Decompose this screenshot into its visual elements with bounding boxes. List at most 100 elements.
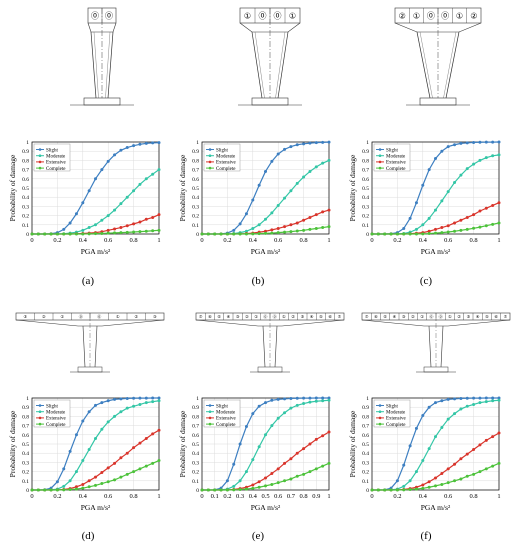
data-point-slight xyxy=(68,221,72,225)
data-point-extensive xyxy=(453,221,457,225)
data-point-complete xyxy=(289,477,293,481)
data-point-extensive xyxy=(257,480,261,484)
data-point-moderate xyxy=(81,228,85,232)
x-tick-label: 0.6 xyxy=(274,493,283,500)
data-point-moderate xyxy=(434,208,437,212)
data-point-slight xyxy=(113,153,117,157)
section-number: ⑦ xyxy=(338,314,342,319)
data-point-extensive xyxy=(151,432,155,436)
data-point-complete xyxy=(55,488,59,492)
data-point-moderate xyxy=(453,412,457,416)
data-point-complete xyxy=(308,227,312,231)
x-tick-label: 0.1 xyxy=(211,493,219,500)
data-point-extensive xyxy=(106,228,110,232)
panel-label-d: (d) xyxy=(81,530,95,542)
data-point-extensive xyxy=(132,222,136,226)
data-point-slight xyxy=(314,396,318,400)
data-point-slight xyxy=(94,403,97,407)
data-point-complete xyxy=(383,232,387,236)
data-point-slight xyxy=(264,401,267,405)
legend-label-slight: Slight xyxy=(216,148,229,153)
data-point-extensive xyxy=(434,227,437,231)
data-point-complete xyxy=(144,229,148,233)
data-point-slight xyxy=(94,177,97,181)
data-point-moderate xyxy=(257,445,261,449)
data-point-complete xyxy=(283,230,287,234)
data-point-extensive xyxy=(459,218,463,222)
section-number: ⑥ xyxy=(374,314,378,319)
pier-column xyxy=(416,31,460,99)
section-number: ③ xyxy=(236,314,240,319)
data-point-moderate xyxy=(132,404,136,408)
data-point-complete xyxy=(200,232,204,236)
data-point-complete xyxy=(440,482,444,486)
data-point-complete xyxy=(81,486,85,490)
chart-e: 0 0.1 0.2 0.3 0.4 0.5 0.6 0.7 0.8 0.9 1 0 0.1 0.2 0.3 0… xyxy=(176,392,336,537)
data-point-complete xyxy=(74,487,78,491)
data-point-extensive xyxy=(270,471,274,475)
data-point-slight xyxy=(446,397,450,401)
data-point-extensive xyxy=(497,201,501,205)
data-point-slight xyxy=(295,396,299,400)
section-number: ⑤ xyxy=(485,314,489,319)
data-point-moderate xyxy=(414,227,418,231)
y-tick-label: 1 xyxy=(366,396,369,402)
legend-marker-complete xyxy=(378,166,382,170)
data-point-complete xyxy=(276,481,280,485)
data-point-complete xyxy=(100,482,104,486)
x-tick-label: 0.6 xyxy=(104,493,113,500)
data-point-slight xyxy=(427,168,431,172)
data-point-moderate xyxy=(119,410,123,414)
data-point-complete xyxy=(68,232,72,236)
data-point-slight xyxy=(472,396,476,400)
pier-column xyxy=(428,325,444,368)
y-tick-label: 0.2 xyxy=(362,214,369,220)
data-point-slight xyxy=(321,140,325,144)
data-point-complete xyxy=(427,232,431,236)
y-tick-label: 0.1 xyxy=(192,223,199,229)
x-tick-label: 0.2 xyxy=(53,493,61,500)
data-point-extensive xyxy=(270,228,274,232)
diagram-d: ③ ② ① ⓪ ⓪ ① ② ③ xyxy=(10,305,170,385)
data-point-complete xyxy=(408,232,412,236)
data-point-complete xyxy=(157,459,161,463)
data-point-moderate xyxy=(81,459,85,463)
data-point-moderate xyxy=(440,199,444,203)
x-axis-label: PGA m/s² xyxy=(251,247,281,256)
y-tick-label: 0.1 xyxy=(362,479,369,485)
section-number: ② xyxy=(457,314,461,319)
x-axis-label: PGA m/s² xyxy=(81,247,111,256)
data-point-complete xyxy=(200,488,204,492)
data-point-extensive xyxy=(151,215,155,219)
legend-label-complete: Complete xyxy=(46,423,66,428)
legend-marker-slight xyxy=(378,148,382,151)
data-point-moderate xyxy=(295,403,299,407)
data-point-complete xyxy=(446,230,450,234)
data-point-slight xyxy=(157,141,161,145)
legend-label-moderate: Moderate xyxy=(386,155,406,160)
data-point-moderate xyxy=(151,172,155,176)
x-tick-label: 0.2 xyxy=(53,237,61,244)
data-point-complete xyxy=(232,232,236,236)
data-point-complete xyxy=(132,230,136,234)
data-point-complete xyxy=(465,227,469,231)
data-point-slight xyxy=(251,198,255,202)
data-point-extensive xyxy=(478,443,482,447)
data-point-moderate xyxy=(327,158,331,162)
x-tick-label: 0.4 xyxy=(79,237,88,244)
section-number: ① xyxy=(244,11,251,20)
data-point-slight xyxy=(295,143,299,147)
y-tick-label: 0.6 xyxy=(192,433,199,439)
section-number: ① xyxy=(282,314,286,319)
x-tick-label: 0.2 xyxy=(223,493,231,500)
y-tick-label: 0.7 xyxy=(362,168,369,174)
x-tick-label: 0.6 xyxy=(274,237,283,244)
data-point-complete xyxy=(314,467,318,471)
data-point-moderate xyxy=(446,417,450,421)
data-point-complete xyxy=(55,232,59,236)
data-point-moderate xyxy=(238,479,242,483)
data-point-moderate xyxy=(264,217,267,221)
data-point-slight xyxy=(427,405,431,409)
data-point-complete xyxy=(472,226,476,230)
section-number: ② xyxy=(134,314,138,319)
